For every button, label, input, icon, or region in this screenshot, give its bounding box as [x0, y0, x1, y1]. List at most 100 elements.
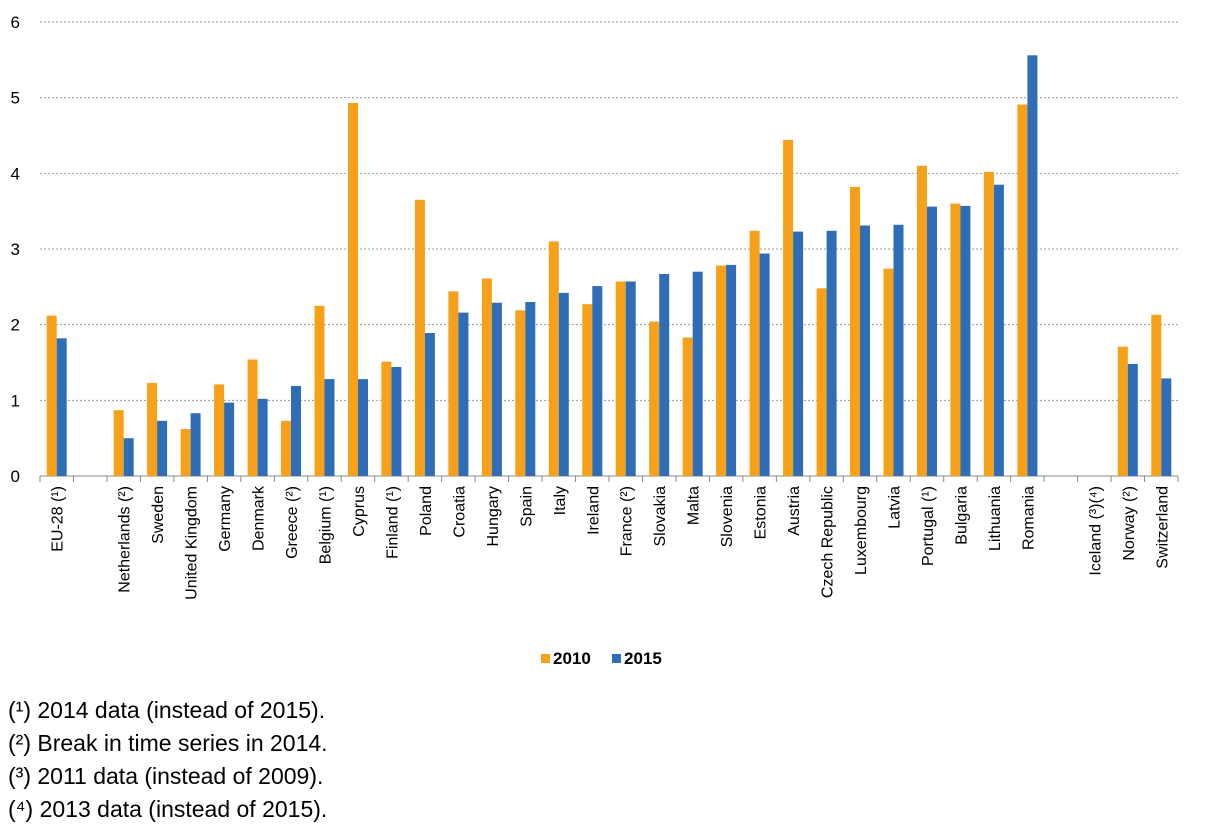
x-tick-label: Luxembourg: [853, 486, 870, 575]
x-tick-label: Switzerland: [1154, 486, 1171, 569]
footnote-2: (²) Break in time series in 2014.: [8, 730, 328, 756]
bar-2015: [257, 398, 268, 476]
x-tick-label: Spain: [518, 486, 535, 527]
bar-2015: [893, 224, 904, 476]
bar-2015: [190, 413, 201, 476]
bar-2010: [214, 384, 225, 476]
x-tick-label: Netherlands (²): [117, 486, 134, 593]
bar-2015: [592, 286, 603, 476]
bar-2015: [692, 271, 703, 476]
bar-2010: [247, 359, 258, 476]
y-tick-label: 3: [11, 240, 20, 259]
bar-2015: [424, 333, 435, 476]
bar-2010: [816, 288, 827, 476]
bar-2015: [324, 379, 335, 476]
bar-2010: [515, 310, 526, 476]
bar-2015: [960, 205, 971, 476]
x-tick-label: Latvia: [887, 486, 904, 529]
bar-2010: [381, 361, 392, 476]
y-tick-label: 0: [11, 467, 20, 486]
bar-2010: [649, 321, 660, 476]
x-tick-label: Portugal (¹): [920, 486, 937, 566]
footnote-3: (³) 2011 data (instead of 2009).: [8, 763, 324, 789]
legend-swatch-2015: [612, 654, 621, 663]
bar-2015: [993, 184, 1004, 476]
x-tick-label: Germany: [217, 486, 234, 552]
bar-2015: [458, 312, 469, 476]
bar-2015: [860, 225, 870, 476]
x-tick-label: Italy: [552, 486, 569, 515]
bar-2010: [783, 140, 794, 476]
x-tick-label: Poland: [418, 486, 435, 536]
x-tick-label: Malta: [686, 486, 703, 525]
bar-2010: [548, 241, 559, 476]
bar-2010: [917, 165, 927, 477]
bar-2015: [491, 302, 502, 476]
bar-2010: [314, 305, 325, 477]
bar-2015: [224, 402, 235, 476]
bar-2015: [56, 338, 67, 476]
x-tick-label: Slovakia: [652, 486, 669, 547]
bar-2015: [726, 264, 737, 476]
y-tick-label: 1: [11, 391, 20, 410]
y-tick-label: 2: [11, 316, 20, 335]
bar-2010: [113, 410, 124, 476]
bar-2015: [1027, 55, 1038, 477]
bar-2015: [659, 274, 670, 476]
bar-2010: [448, 291, 459, 476]
bar-2010: [180, 429, 191, 476]
y-tick-label: 6: [11, 13, 20, 32]
x-tick-label: Bulgaria: [953, 486, 970, 545]
bar-2010: [46, 315, 57, 476]
x-tick-label: Croatia: [451, 486, 468, 538]
bar-2010: [883, 268, 894, 476]
bar-2010: [749, 230, 760, 476]
bar-2015: [793, 231, 804, 476]
x-tick-label: Slovenia: [719, 486, 736, 547]
bar-2015: [123, 438, 134, 476]
bar-2015: [927, 206, 937, 476]
bar-2010: [281, 420, 291, 476]
bar-chart: 0 1 2 3 4 5 6 EU-28 (¹) Netherlands (²) Sweden Uni…: [11, 13, 1179, 668]
x-tick-label: Romania: [1020, 486, 1037, 550]
x-tick-label: EU-28 (¹): [50, 486, 67, 552]
bar-2010: [582, 304, 593, 476]
y-tick-label: 4: [11, 164, 20, 183]
x-tick-label: Ireland: [585, 486, 602, 535]
bar-2015: [391, 367, 402, 476]
x-tick-label: United Kingdom: [184, 486, 201, 600]
legend-swatch-2010: [541, 654, 550, 663]
bar-2010: [1117, 346, 1128, 476]
x-tick-label: Hungary: [485, 486, 502, 546]
x-tick-label: Lithuania: [987, 486, 1004, 551]
bar-2015: [625, 281, 636, 476]
x-tick-label: Austria: [786, 486, 803, 536]
footnote-1: (¹) 2014 data (instead of 2015).: [8, 697, 326, 723]
x-tick-label: Greece (²): [284, 486, 301, 559]
legend-label-2015: 2015: [624, 649, 662, 668]
x-tick-label: France (²): [619, 486, 636, 556]
bar-2010: [850, 187, 860, 476]
bar-2015: [826, 230, 837, 476]
bar-2010: [481, 278, 492, 476]
bar-2015: [358, 379, 368, 476]
bar-2010: [950, 203, 961, 476]
x-tick-label: Finland (¹): [384, 486, 401, 559]
bar-2015: [759, 253, 770, 476]
bar-2010: [716, 265, 727, 476]
bar-2015: [1161, 378, 1172, 476]
x-tick-label: Norway (²): [1121, 486, 1138, 561]
bar-2015: [291, 386, 301, 476]
bar-2010: [1151, 314, 1162, 476]
bar-2015: [558, 292, 569, 476]
x-tick-label: Iceland (³)(⁴): [1087, 486, 1104, 576]
bar-2010: [615, 281, 626, 476]
bar-2010: [348, 103, 358, 476]
x-tick-label: Denmark: [251, 485, 268, 551]
bar-2015: [525, 302, 536, 476]
bar-2010: [1017, 104, 1028, 476]
bar-2015: [157, 420, 168, 476]
x-tick-label: Sweden: [150, 486, 167, 544]
chart-svg: 0 1 2 3 4 5 6 EU-28 (¹) Netherlands (²) Sweden Uni…: [11, 13, 1179, 668]
footnote-4: (⁴) 2013 data (instead of 2015).: [8, 796, 328, 822]
